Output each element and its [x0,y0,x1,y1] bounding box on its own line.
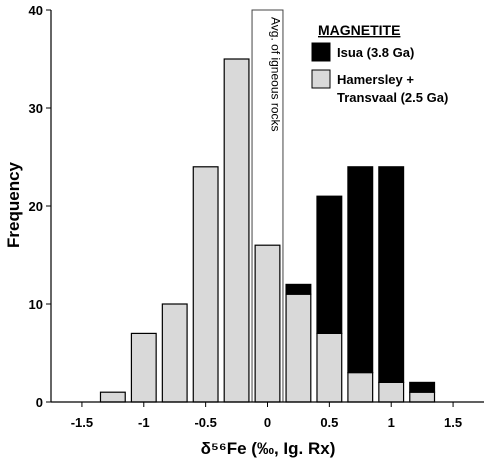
legend-label-isua: Isua (3.8 Ga) [337,45,414,60]
bar-hamersley [161,303,188,403]
bar-hamersley [316,332,343,403]
bars-group [99,58,436,403]
x-tick-label: 1 [388,415,395,430]
legend-swatch-isua [311,42,331,62]
bar-hamersley [99,391,126,403]
x-axis-title: δ⁵⁶Fe (‰, Ig. Rx) [201,439,336,458]
y-tick-label: 40 [29,3,43,18]
y-tick-label: 0 [36,395,43,410]
annotation-label: Avg. of igneous rocks [269,17,283,132]
y-axis-title: Frequency [4,161,23,248]
bar-hamersley [223,58,250,403]
y-tick-label: 10 [29,297,43,312]
bar-hamersley [378,381,405,403]
x-tick-label: 0.5 [320,415,338,430]
bar-hamersley [285,293,312,403]
bar-hamersley [409,391,436,403]
bar-isua [316,195,343,334]
bar-isua [347,166,374,374]
legend-title: MAGNETITE [318,22,400,38]
legend-swatch-hamersley [311,69,331,89]
bar-isua [378,166,405,384]
legend: MAGNETITE Isua (3.8 Ga) Hamersley + Tran… [311,22,448,105]
x-tick-label: -1 [138,415,150,430]
x-tick-label: 1.5 [444,415,462,430]
legend-label-hamersley-line2: Transvaal (2.5 Ga) [337,90,448,105]
axes: 0 10 20 30 40 -1.5 -1 -0.5 0 0.5 1 1.5 [29,3,484,430]
legend-label-hamersley-line1: Hamersley + [337,72,414,87]
x-tick-label: 0 [264,415,271,430]
x-tick-label: -0.5 [194,415,216,430]
y-tick-label: 20 [29,199,43,214]
bar-hamersley [254,244,281,403]
bar-isua [409,381,436,393]
bar-hamersley [192,166,219,403]
bar-isua [285,283,312,295]
x-tick-label: -1.5 [71,415,93,430]
bar-hamersley [347,372,374,403]
bar-hamersley [130,332,157,403]
y-tick-label: 30 [29,101,43,116]
